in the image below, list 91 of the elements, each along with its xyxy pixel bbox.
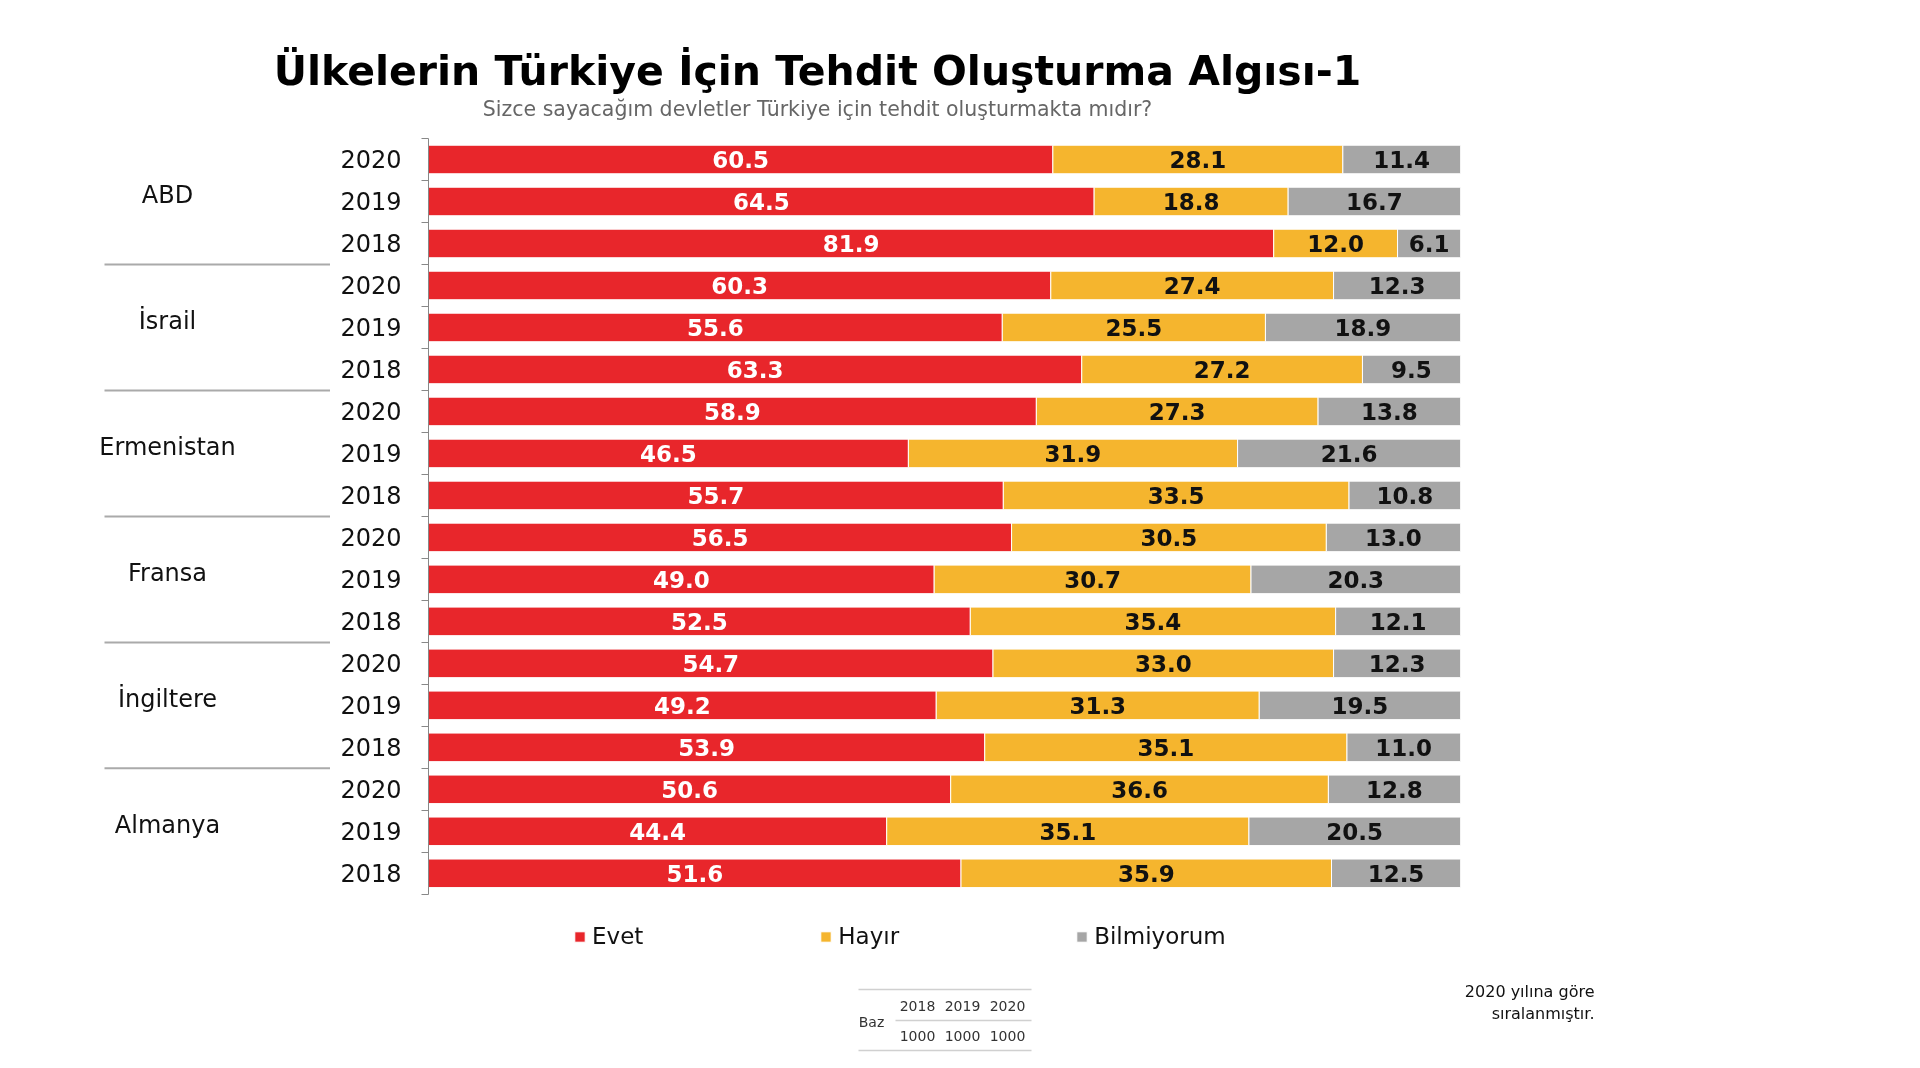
y-tick-label: 2019 (340, 440, 402, 469)
data-label: 35.9 (1117, 860, 1175, 887)
y-tick-label: 2019 (340, 188, 402, 217)
data-label: 16.7 (1345, 188, 1403, 215)
data-label: 30.7 (1064, 566, 1121, 593)
data-label: 35.1 (1137, 734, 1195, 761)
y-tick-label: 2018 (340, 608, 402, 637)
y-tick-label: 2020 (340, 524, 402, 553)
data-label: 28.1 (1169, 146, 1227, 173)
data-label: 12.0 (1307, 230, 1364, 257)
y-tick-label: 2019 (340, 314, 402, 343)
text: 2020 (989, 997, 1026, 1014)
data-label: 44.4 (629, 818, 686, 845)
data-label: 12.5 (1367, 860, 1425, 887)
data-label: 27.4 (1163, 272, 1221, 299)
data-label: 11.0 (1375, 734, 1433, 761)
data-label: 31.9 (1044, 440, 1102, 467)
data-label: 30.5 (1140, 524, 1198, 551)
data-label: 50.6 (661, 776, 718, 803)
y-tick-label: 2018 (340, 356, 402, 385)
data-label: 49.2 (654, 692, 711, 719)
data-label: 49.0 (652, 566, 710, 593)
text: 1000 (899, 1027, 936, 1044)
y-tick-label: 2018 (340, 734, 402, 763)
data-label: 36.6 (1111, 776, 1168, 803)
data-label: 81.9 (822, 230, 880, 257)
data-label: 35.1 (1039, 818, 1097, 845)
data-label: 35.4 (1124, 608, 1182, 635)
data-label: 27.2 (1193, 356, 1251, 383)
y-tick-label: 2019 (340, 692, 402, 721)
text: Baz (858, 1013, 885, 1030)
legend-label: Evet (592, 923, 644, 949)
data-label: 63.3 (726, 356, 784, 383)
data-label: 60.5 (712, 146, 770, 173)
data-label: 20.3 (1327, 566, 1385, 593)
data-label: 55.7 (687, 482, 745, 509)
text: 1000 (989, 1027, 1026, 1044)
data-label: 11.4 (1373, 146, 1431, 173)
data-label: 12.3 (1368, 272, 1426, 299)
legend-label: Bilmiyorum (1094, 923, 1226, 949)
text: İsrail (138, 306, 197, 336)
data-label: 12.1 (1369, 608, 1427, 635)
y-tick-label: 2020 (340, 272, 402, 301)
chart-subtitle: Sizce sayacağım devletler Türkiye için tehdit oluşturmakta mıdır? (482, 96, 1153, 121)
y-tick-label: 2020 (340, 776, 402, 805)
data-label: 19.5 (1331, 692, 1389, 719)
data-label: 18.8 (1162, 188, 1220, 215)
data-label: 21.6 (1320, 440, 1378, 467)
legend-label: Hayır (838, 923, 900, 949)
text: Almanya (114, 811, 221, 840)
chart-title: Ülkelerin Türkiye İçin Tehdit Oluşturma Algısı-1 (273, 46, 1362, 95)
y-tick-label: 2020 (340, 398, 402, 427)
y-tick-label: 2019 (340, 818, 402, 847)
data-label: 56.5 (691, 524, 749, 551)
text: 2019 (944, 997, 981, 1014)
text: Ermenistan (99, 433, 236, 462)
y-tick-label: 2019 (340, 566, 402, 595)
text: 1000 (944, 1027, 981, 1044)
data-label: 13.8 (1360, 398, 1418, 425)
data-label: 6.1 (1408, 230, 1450, 257)
data-label: 12.3 (1368, 650, 1426, 677)
y-tick-label: 2018 (340, 230, 402, 259)
data-label: 64.5 (732, 188, 790, 215)
text: 2018 (899, 997, 936, 1014)
data-label: 58.9 (704, 398, 761, 425)
text: Fransa (127, 559, 208, 588)
data-label: 18.9 (1334, 314, 1392, 341)
data-label: 55.6 (687, 314, 744, 341)
data-label: 20.5 (1326, 818, 1384, 845)
data-label: 46.5 (640, 440, 697, 467)
data-label: 10.8 (1376, 482, 1434, 509)
data-label: 33.0 (1134, 650, 1192, 677)
text: ABD (141, 181, 194, 210)
text: İngiltere (117, 684, 218, 714)
data-label: 60.3 (711, 272, 769, 299)
y-tick-label: 2020 (340, 650, 402, 679)
data-label: 51.6 (666, 860, 724, 887)
data-label: 53.9 (678, 734, 735, 761)
data-label: 25.5 (1105, 314, 1163, 341)
data-label: 33.5 (1147, 482, 1205, 509)
data-label: 13.0 (1365, 524, 1422, 551)
data-label: 12.8 (1366, 776, 1423, 803)
text: 2020 yılına göre sıralanmıştır. (1464, 981, 1595, 1024)
data-label: 54.7 (682, 650, 740, 677)
data-label: 31.3 (1069, 692, 1127, 719)
data-label: 27.3 (1148, 398, 1206, 425)
data-label: 52.5 (671, 608, 728, 635)
y-tick-label: 2020 (340, 146, 402, 175)
data-label: 9.5 (1391, 356, 1432, 383)
y-tick-label: 2018 (340, 482, 402, 511)
y-tick-label: 2018 (340, 860, 402, 889)
